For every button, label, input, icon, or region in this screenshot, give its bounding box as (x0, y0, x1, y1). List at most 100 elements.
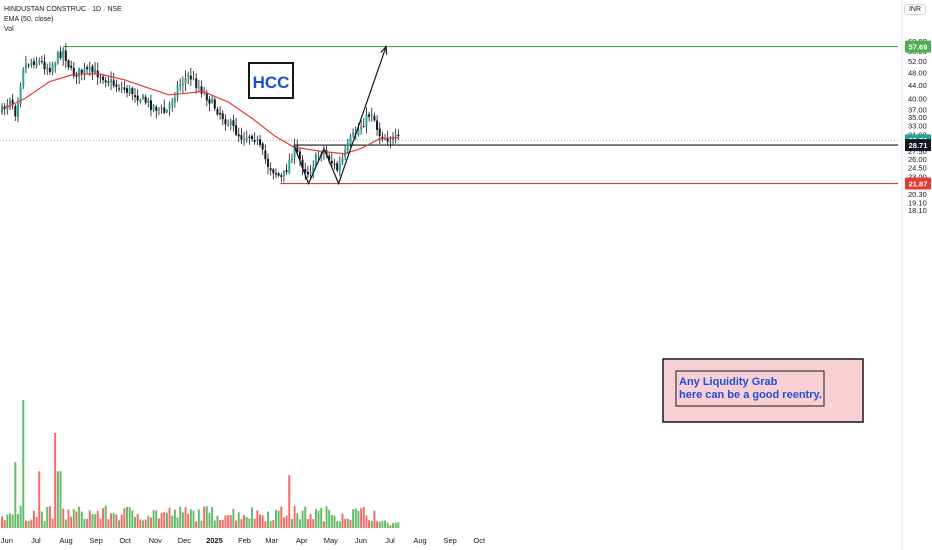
candle-body (32, 61, 35, 65)
candle-body (261, 143, 264, 150)
volume-bar (322, 521, 325, 528)
candle-body (27, 64, 30, 66)
volume-bar (346, 518, 349, 528)
volume-bar (381, 520, 384, 528)
x-tick-label: Jun (355, 536, 367, 545)
candle-body (200, 86, 203, 94)
y-tick-label: 37.00 (908, 105, 927, 114)
volume-bar (373, 510, 376, 528)
x-tick-label: Oct (473, 536, 486, 545)
volume-bar (336, 521, 339, 528)
volume-bar (304, 506, 307, 528)
candle-body (237, 134, 240, 137)
candle-body (160, 107, 163, 109)
volume-bar (1, 516, 3, 528)
volume-bar (245, 517, 248, 528)
candle-body (248, 136, 251, 138)
volume-bar (344, 518, 347, 528)
candle-body (325, 150, 328, 156)
volume-bar (152, 510, 155, 528)
volume-bar (277, 510, 280, 528)
candle-body (357, 128, 360, 135)
candle-body (240, 135, 243, 140)
volume-bar (301, 510, 304, 528)
volume-bar (211, 506, 214, 528)
candle-body (8, 100, 11, 105)
volume-bar (88, 510, 91, 528)
volume-bar (131, 510, 134, 528)
volume-bar (216, 515, 219, 528)
price-label-breakout-level: 28.71 (909, 141, 928, 150)
volume-bar (248, 518, 251, 528)
volume-bar (224, 515, 227, 528)
volume-bar (118, 520, 121, 528)
volume-bars (1, 399, 400, 528)
candle-body (62, 49, 65, 59)
candle-body (227, 124, 230, 126)
target-arrow-head (380, 45, 388, 55)
candle-body (94, 69, 97, 74)
volume-bar (115, 514, 118, 528)
volume-bar (48, 506, 51, 528)
candle-body (11, 99, 14, 106)
candle-body (280, 175, 283, 177)
volume-bar (200, 520, 203, 528)
candle-body (149, 100, 152, 110)
volume-bar (306, 519, 309, 528)
volume-bar (157, 518, 160, 528)
note-text-line: here can be a good reentry. (679, 389, 822, 401)
candle-body (298, 151, 301, 160)
volume-bar (30, 519, 33, 528)
price-label-support: 21.87 (909, 180, 928, 189)
candle-body (179, 84, 182, 87)
candle-body (141, 95, 144, 99)
candle-body (144, 96, 147, 103)
candles (1, 43, 400, 183)
candle-body (136, 95, 139, 101)
candle-body (173, 97, 176, 103)
candle-body (75, 75, 78, 77)
volume-bar (78, 506, 81, 528)
volume-bar (160, 512, 163, 528)
x-tick-label: Jul (385, 536, 395, 545)
volume-bar (243, 514, 246, 528)
candle-body (264, 150, 267, 160)
candle-body (139, 99, 142, 102)
candle-body (59, 51, 62, 59)
candle-body (128, 88, 131, 94)
y-tick-label: 33.00 (908, 121, 927, 130)
volume-bar (368, 520, 371, 528)
volume-bar (208, 512, 211, 528)
candle-body (267, 158, 269, 167)
volume-bar (376, 521, 379, 528)
volume-bar (386, 522, 389, 528)
volume-bar (293, 506, 296, 528)
candle-body (14, 105, 17, 117)
currency-badge[interactable]: INR (903, 4, 926, 15)
volume-bar (288, 475, 291, 528)
y-tick-label: 18.10 (908, 206, 927, 215)
candle-body (282, 171, 285, 176)
candle-body (43, 61, 46, 70)
candle-body (368, 114, 371, 117)
candle-body (296, 146, 299, 153)
volume-bar (123, 508, 126, 528)
y-tick-label: 23.00 (908, 172, 927, 181)
volume-bar (171, 515, 174, 528)
candle-body (373, 115, 376, 121)
candle-body (352, 132, 355, 136)
volume-bar (70, 516, 73, 528)
volume-bar (261, 515, 264, 528)
volume-bar (317, 510, 320, 528)
x-tick-label: Dec (178, 536, 192, 545)
candle-body (118, 88, 121, 90)
volume-bar (298, 519, 301, 528)
volume-bar (75, 511, 78, 528)
volume-bar (280, 506, 283, 528)
candle-body (397, 134, 400, 137)
candle-body (195, 78, 198, 88)
volume-bar (11, 514, 14, 528)
volume-bar (136, 514, 139, 528)
